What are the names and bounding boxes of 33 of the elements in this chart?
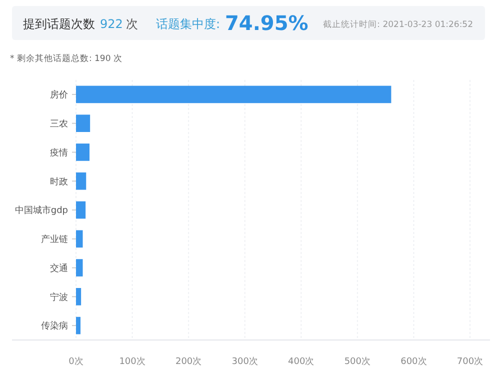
bar [76,316,81,334]
y-tick-label: 三农 [50,118,68,130]
text: 话题集中度: [156,17,220,31]
bar [76,114,90,132]
bar [76,288,82,306]
text: 922 [100,17,123,31]
text: * 剩余其他话题总数: 190 次 [10,53,122,64]
y-tick-label: 疫情 [50,147,68,158]
chart-title: 提到话题次数 [23,17,95,31]
x-tick-label: 100次 [119,356,146,367]
x-tick-label: 600次 [400,356,427,367]
x-tick-label: 0次 [68,356,84,367]
text: 次 [126,17,138,31]
y-tick-label: 宁波 [50,292,68,303]
x-tick-label: 300次 [232,356,258,367]
x-tick-label: 700次 [456,356,484,367]
bar [76,201,86,219]
x-tick-label: 500次 [344,356,371,367]
bar [76,144,90,161]
bar [76,172,86,190]
y-tick-label: 中国城市gdp [14,205,68,216]
bar [76,230,83,248]
bar [76,86,392,104]
text: 截止统计时间: 2021-03-23 01:26:52 [323,19,473,30]
y-tick-label: 交通 [50,262,68,274]
y-tick-label: 时政 [50,176,68,188]
x-tick-label: 200次 [175,356,202,367]
y-tick-label: 房价 [50,90,68,101]
y-tick-label: 传染病 [41,320,68,332]
text: 74.95% [225,11,308,35]
bar [76,259,83,276]
x-tick-label: 400次 [288,356,314,367]
y-tick-label: 产业链 [41,234,68,246]
